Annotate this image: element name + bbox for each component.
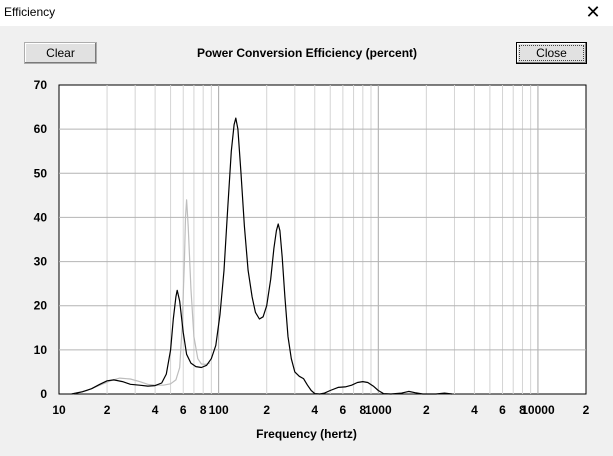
x-tick-label: 2 xyxy=(423,403,430,417)
title-bar: Efficiency ✕ xyxy=(0,0,613,26)
window-close-icon[interactable]: ✕ xyxy=(585,2,601,22)
x-tick-label: 6 xyxy=(499,403,506,417)
x-axis-label: Frequency (hertz) xyxy=(256,427,357,441)
close-button[interactable]: Close xyxy=(516,42,587,64)
x-tick-label: 4 xyxy=(311,403,318,417)
x-tick-label: 2 xyxy=(583,403,590,417)
horizontal-gridlines xyxy=(59,128,586,351)
clear-button[interactable]: Clear xyxy=(24,42,97,64)
y-tick-label: 30 xyxy=(34,255,48,269)
y-tick-label: 60 xyxy=(34,122,48,136)
x-tick-label: 10000 xyxy=(521,403,555,417)
x-tick-label: 8 xyxy=(200,403,207,417)
x-tick-label: 2 xyxy=(104,403,111,417)
x-tick-label: 4 xyxy=(152,403,159,417)
y-tick-label: 0 xyxy=(40,387,47,401)
y-tick-label: 10 xyxy=(34,343,48,357)
vertical-gridlines xyxy=(106,85,539,394)
x-tick-label: 4 xyxy=(471,403,478,417)
y-axis-ticks: 0 10 20 30 40 50 60 70 xyxy=(34,78,48,401)
y-tick-label: 50 xyxy=(34,166,48,180)
y-tick-label: 20 xyxy=(34,299,48,313)
plot-area xyxy=(58,84,587,395)
x-tick-label: 6 xyxy=(180,403,187,417)
y-tick-label: 40 xyxy=(34,210,48,224)
series-layer xyxy=(71,117,453,395)
x-tick-label: 8 xyxy=(519,403,526,417)
x-tick-label: 100 xyxy=(209,403,229,417)
x-tick-label: 6 xyxy=(340,403,347,417)
window-title: Efficiency xyxy=(4,5,56,19)
close-button-label: Close xyxy=(519,45,584,61)
x-tick-label: 1000 xyxy=(365,403,392,417)
x-tick-label: 2 xyxy=(263,403,270,417)
x-tick-label: 8 xyxy=(359,403,366,417)
y-tick-label: 70 xyxy=(34,78,48,92)
x-tick-label: 10 xyxy=(52,403,66,417)
chart-title: Power Conversion Efficiency (percent) xyxy=(196,46,418,60)
series-line-1 xyxy=(71,117,453,395)
series-line-2 xyxy=(71,199,210,395)
